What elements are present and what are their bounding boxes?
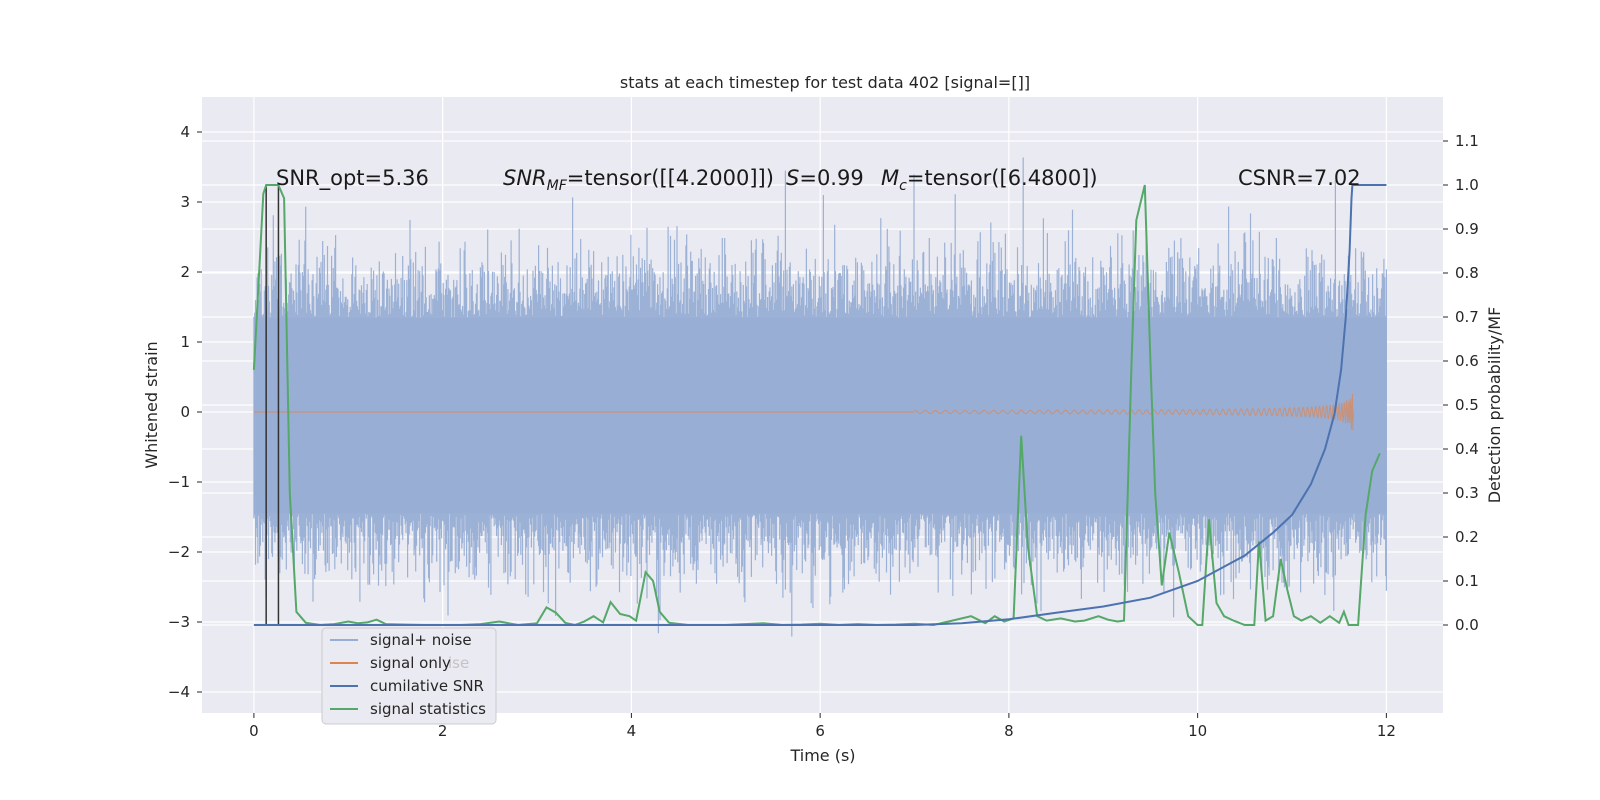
snr-opt-annotation: SNR_opt=5.36 [276, 166, 429, 191]
noise-core [253, 317, 1387, 514]
snr-mf-annotation: SNRMF=tensor([[4.2000]]) [503, 166, 774, 194]
legend-label-noise: signal+ noise [370, 631, 472, 649]
x-tick-label: 2 [438, 722, 448, 740]
y-tick-label-right: 0.9 [1455, 220, 1479, 238]
mc-symbol: M [881, 166, 899, 190]
annotations: SNR_opt=5.36 SNRMF=tensor([[4.2000]]) S=… [276, 166, 1361, 194]
chart-title: stats at each timestep for test data 402… [620, 73, 1030, 92]
x-tick-label: 8 [1004, 722, 1014, 740]
y-tick-label-right: 0.6 [1455, 352, 1479, 370]
y-tick-label-right: 0.0 [1455, 616, 1479, 634]
x-tick-label: 10 [1188, 722, 1207, 740]
y-tick-label-left: −1 [168, 473, 190, 491]
mc-subscript: c [899, 178, 907, 194]
csnr-annotation: CSNR=7.02 [1238, 166, 1361, 190]
vertical-markers [265, 185, 280, 625]
x-axis-label: Time (s) [789, 746, 855, 765]
x-tick-label: 12 [1377, 722, 1396, 740]
y-tick-label-right: 1.1 [1455, 132, 1479, 150]
mc-annotation: Mc=tensor([6.4800]) [881, 166, 1098, 194]
y-tick-label-left: 2 [180, 263, 190, 281]
x-tick-label: 4 [627, 722, 637, 740]
legend-box [321, 627, 497, 725]
signal-only-series [253, 393, 1354, 431]
y-tick-label-left: 1 [180, 333, 190, 351]
y-tick-label-right: 0.1 [1455, 572, 1479, 590]
s-symbol: S [786, 166, 799, 190]
y-tick-label-right: 0.3 [1455, 484, 1479, 502]
cumulative-snr-line [253, 184, 1387, 626]
mc-value: =tensor([6.4800]) [907, 166, 1098, 190]
y-tick-label-left: 0 [180, 403, 190, 421]
y-tick-label-right: 0.5 [1455, 396, 1479, 414]
y-axis-label-right: Detection probability/MF [1485, 307, 1504, 504]
snr-mf-symbol: SNR [503, 166, 547, 190]
signal-chirp [914, 393, 1354, 431]
y-tick-label-left: −4 [168, 683, 190, 701]
y-tick-label-right: 0.8 [1455, 264, 1479, 282]
y-axis-label-left: Whitened strain [142, 341, 161, 468]
legend-label-cumulative: cumilative SNR [370, 677, 484, 695]
legend-ghost-text: ise [448, 654, 469, 672]
x-tick-label: 0 [249, 722, 259, 740]
y-tick-label-left: 4 [180, 123, 190, 141]
y-tick-label-right: 0.2 [1455, 528, 1479, 546]
snr-mf-subscript: MF [547, 178, 568, 194]
legend-label-statistics: signal statistics [370, 700, 486, 718]
y-tick-label-right: 0.4 [1455, 440, 1479, 458]
axis-ticks: 0 2 4 6 8 10 12−4−3−2−1012340.00.10.20.30.40.5… [168, 123, 1479, 740]
y-tick-label-left: −3 [168, 613, 190, 631]
s-annotation: S=0.99 [786, 166, 864, 190]
x-tick-label: 6 [815, 722, 825, 740]
y-tick-label-right: 0.7 [1455, 308, 1479, 326]
y-tick-label-left: −2 [168, 543, 190, 561]
snr-mf-value: =tensor([[4.2000]]) [567, 166, 774, 190]
signal-noise-series [253, 157, 1387, 637]
legend: ise signal+ noise signal only cumilative… [321, 627, 497, 725]
s-value: =0.99 [799, 166, 863, 190]
y-tick-label-right: 1.0 [1455, 176, 1479, 194]
legend-label-signal: signal only [370, 654, 451, 672]
y-tick-label-left: 3 [180, 193, 190, 211]
